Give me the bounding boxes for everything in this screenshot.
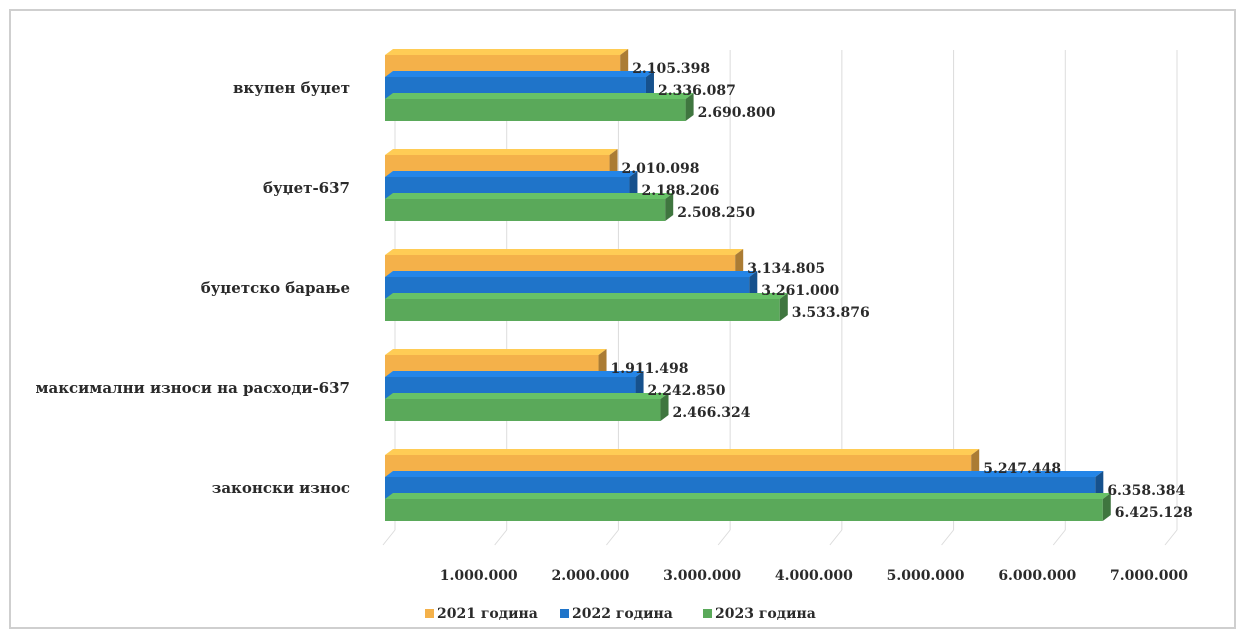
bar-side-face	[685, 93, 694, 121]
legend-label: 2022 година	[572, 606, 673, 622]
value-label: 2.690.800	[698, 105, 776, 121]
category-label: максимални износи на расходи-637	[35, 379, 350, 397]
gridline-floor	[606, 529, 619, 546]
bar-top-face	[385, 149, 618, 155]
bar-top-face	[385, 449, 980, 455]
bar-side-face	[635, 371, 644, 399]
gridline-floor	[941, 529, 954, 546]
x-tick-label: 5.000.000	[887, 568, 965, 584]
bar	[385, 299, 780, 321]
x-tick-label: 4.000.000	[775, 568, 853, 584]
x-tick-label: 7.000.000	[1110, 568, 1188, 584]
bar-top-face	[385, 393, 669, 399]
bar-side-face	[749, 271, 758, 299]
bar-top-face	[385, 49, 629, 55]
category-label: буџет-637	[263, 179, 350, 197]
bar-top-face	[385, 371, 644, 377]
value-labels: 2.105.398 2.336.087 2.690.800 2.010.098 2.18…	[611, 61, 1193, 521]
bar-side-face	[629, 171, 638, 199]
bar-top-face	[385, 71, 654, 77]
bar-side-face	[779, 293, 788, 321]
bar-top-face	[385, 271, 758, 277]
value-label: 2.466.324	[673, 405, 751, 421]
legend-label: 2023 година	[715, 606, 816, 622]
bar	[385, 399, 661, 421]
gridline-floor	[829, 529, 843, 546]
category-labels: вкупен буџет буџет-637 буџетско барање макс…	[35, 79, 350, 497]
bar	[385, 499, 1103, 521]
bar-side-face	[665, 193, 674, 221]
bar-top-face	[385, 93, 694, 99]
chart-frame	[9, 9, 1236, 629]
bar-top-face	[385, 171, 638, 177]
legend: 2021 година 2022 година 2023 година	[425, 606, 816, 622]
value-label: 3.261.000	[761, 283, 839, 299]
bar	[385, 199, 666, 221]
bar-side-face	[620, 49, 629, 77]
bar-side-face	[660, 393, 669, 421]
legend-swatch	[560, 609, 569, 618]
value-label: 2.336.087	[658, 83, 736, 99]
bar-side-face	[598, 349, 607, 377]
bar-top-face	[385, 193, 674, 199]
x-tick-labels: 1.000.000 2.000.000 3.000.000 4.000.000 5.00…	[440, 568, 1188, 584]
gridline-floor	[1052, 529, 1066, 546]
value-label: 2.105.398	[632, 61, 710, 77]
x-tick-label: 1.000.000	[440, 568, 518, 584]
gridline-floor	[382, 529, 396, 546]
value-label: 3.134.805	[747, 261, 825, 277]
bar-top-face	[385, 349, 607, 355]
value-label: 6.425.128	[1115, 505, 1193, 521]
x-tick-label: 3.000.000	[663, 568, 741, 584]
bar-side-face	[971, 449, 980, 477]
gridline-floor	[1164, 529, 1178, 546]
category-label: буџетско барање	[201, 279, 350, 297]
bar-side-face	[645, 71, 654, 99]
value-label: 5.247.448	[983, 461, 1061, 477]
value-label: 2.010.098	[622, 161, 700, 177]
value-label: 2.508.250	[677, 205, 755, 221]
category-label: законски износ	[212, 479, 350, 497]
gridline-floor	[494, 529, 508, 546]
bars	[385, 49, 1111, 521]
legend-swatch	[703, 609, 712, 618]
category-label: вкупен буџет	[233, 79, 350, 97]
x-tick-label: 6.000.000	[998, 568, 1076, 584]
bar-side-face	[609, 149, 618, 177]
bar-top-face	[385, 471, 1104, 477]
bar	[385, 99, 686, 121]
value-label: 2.242.850	[648, 383, 726, 399]
bar-side-face	[1102, 493, 1111, 521]
legend-label: 2021 година	[437, 606, 538, 622]
gridline-floor	[717, 529, 731, 546]
bar-top-face	[385, 293, 788, 299]
legend-swatch	[425, 609, 434, 618]
bar-top-face	[385, 249, 744, 255]
value-label: 2.188.206	[641, 183, 719, 199]
x-tick-label: 2.000.000	[551, 568, 629, 584]
bar-top-face	[385, 493, 1111, 499]
bar-side-face	[735, 249, 744, 277]
bar-side-face	[1095, 471, 1104, 499]
value-label: 6.358.384	[1107, 483, 1185, 499]
value-label: 3.533.876	[792, 305, 870, 321]
value-label: 1.911.498	[611, 361, 689, 377]
